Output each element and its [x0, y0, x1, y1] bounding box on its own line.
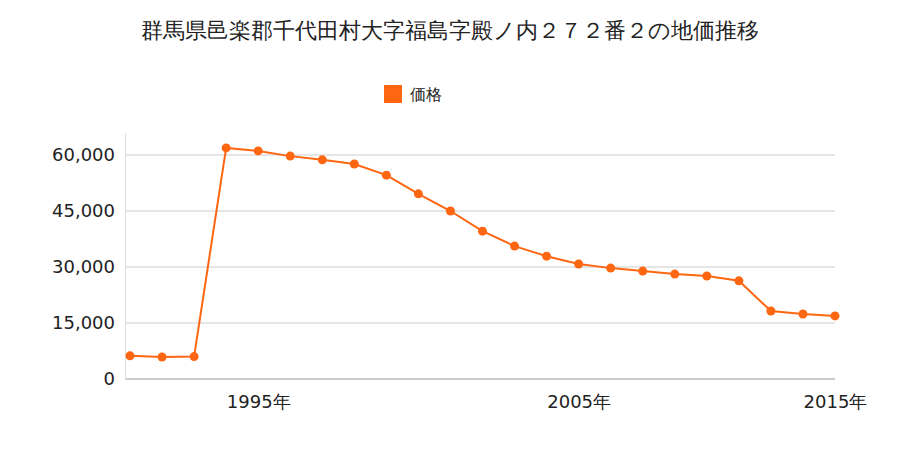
- point: [350, 159, 359, 168]
- point: [542, 252, 551, 261]
- plot-area: [126, 143, 840, 361]
- point: [414, 189, 423, 198]
- legend-label: 価格: [410, 85, 442, 104]
- grid-line: [125, 323, 835, 324]
- x-tick: 1995年: [227, 379, 291, 412]
- grid-line: [125, 211, 835, 212]
- point: [190, 352, 199, 361]
- point: [702, 271, 711, 280]
- point: [670, 270, 679, 279]
- x-axis: 1995年 2005年 2015年: [131, 379, 868, 412]
- point: [318, 155, 327, 164]
- point: [254, 146, 263, 155]
- legend: 価格: [384, 85, 442, 104]
- y-tick-label: 30,000: [52, 256, 115, 277]
- y-tick: 45,000: [52, 200, 125, 221]
- grid-line: [125, 155, 835, 156]
- y-tick-label: 0: [104, 368, 115, 389]
- x-tick-label: 1995年: [227, 391, 291, 412]
- point: [606, 264, 615, 273]
- point: [638, 267, 647, 276]
- point: [478, 227, 487, 236]
- y-axis: 0 15,000 30,000 45,000 60,000: [52, 133, 125, 389]
- x-tick: 2005年: [547, 379, 611, 412]
- y-tick: 0: [104, 368, 125, 389]
- point: [222, 143, 231, 152]
- point: [766, 307, 775, 316]
- point: [510, 242, 519, 251]
- grid: [125, 155, 835, 379]
- y-axis-line: [125, 133, 126, 379]
- y-tick-label: 15,000: [52, 312, 115, 333]
- x-tick-label: 2015年: [804, 391, 868, 412]
- point: [126, 351, 135, 360]
- point: [382, 171, 391, 180]
- y-tick: 15,000: [52, 312, 125, 333]
- point: [798, 310, 807, 319]
- point: [831, 311, 840, 320]
- point: [158, 352, 167, 361]
- grid-line: [125, 267, 835, 268]
- y-tick-label: 60,000: [52, 144, 115, 165]
- point: [734, 276, 743, 285]
- chart: 群馬県邑楽郡千代田村大字福島字殿ノ内２７２番２の地価推移価格 0 15,000 30,…: [0, 0, 900, 450]
- legend-swatch: [384, 85, 402, 103]
- grid-line: [125, 379, 835, 380]
- point: [574, 260, 583, 269]
- series-line: [130, 148, 835, 357]
- y-tick-label: 45,000: [52, 200, 115, 221]
- y-tick: 30,000: [52, 256, 125, 277]
- x-axis-line: [131, 379, 836, 380]
- y-tick: 60,000: [52, 144, 125, 165]
- title: 群馬県邑楽郡千代田村大字福島字殿ノ内２７２番２の地価推移: [141, 18, 759, 43]
- x-tick-label: 2005年: [547, 391, 611, 412]
- x-tick: 2015年: [804, 379, 868, 412]
- point: [286, 152, 295, 161]
- point: [446, 207, 455, 216]
